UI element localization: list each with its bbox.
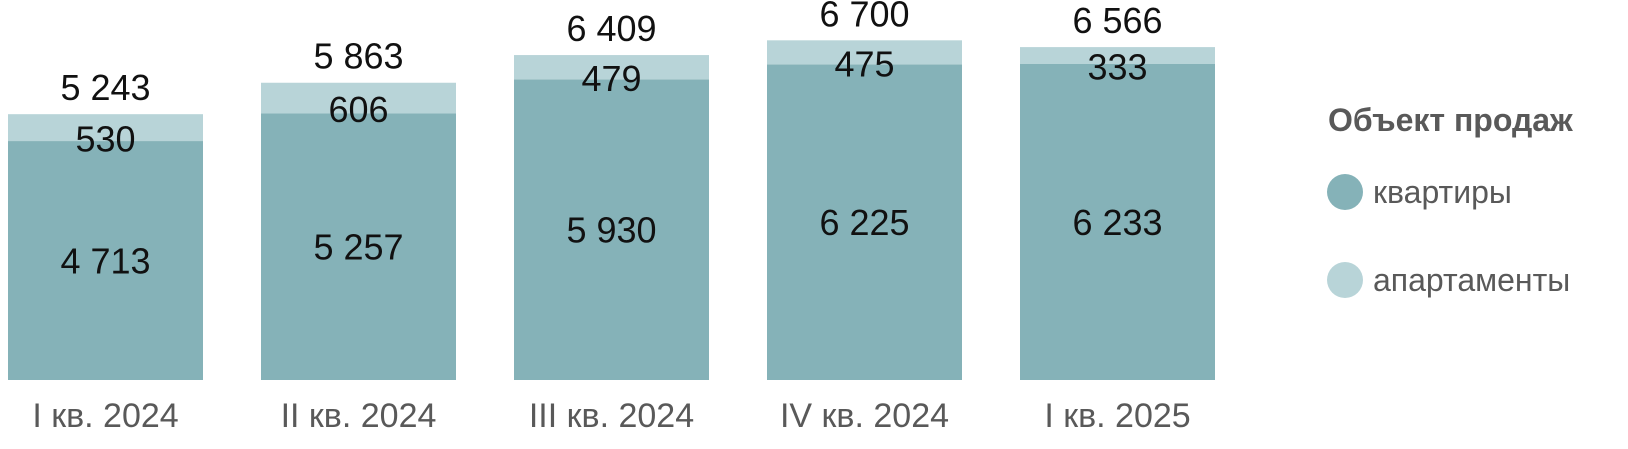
data-label-apartments-4: 475 — [834, 43, 894, 84]
x-tick-label-2: II кв. 2024 — [281, 397, 437, 435]
data-label-apartments-5: 333 — [1087, 47, 1147, 88]
data-label-flats-4: 6 225 — [819, 202, 909, 243]
x-tick-label-4: IV кв. 2024 — [780, 397, 949, 435]
data-label-flats-3: 5 930 — [566, 210, 656, 251]
bar-segment-flats-2 — [261, 113, 456, 381]
total-label-4: 6 700 — [819, 0, 909, 34]
data-label-apartments-1: 530 — [75, 119, 135, 160]
bar-segment-flats-5 — [1020, 63, 1215, 380]
legend-label-apartments: апартаменты — [1373, 262, 1570, 298]
legend-swatch-apartments — [1327, 262, 1363, 298]
total-label-1: 5 243 — [60, 67, 150, 108]
legend-title: Объект продаж — [1328, 102, 1573, 138]
legend: Объект продаж квартиры апартаменты — [1327, 102, 1573, 298]
x-tick-label-5: I кв. 2025 — [1044, 397, 1190, 435]
data-label-apartments-3: 479 — [581, 58, 641, 99]
bar-segment-flats-1 — [8, 141, 203, 380]
total-label-3: 6 409 — [566, 8, 656, 49]
data-label-flats-1: 4 713 — [60, 241, 150, 282]
x-tick-label-1: I кв. 2024 — [32, 397, 178, 435]
data-label-flats-2: 5 257 — [313, 227, 403, 268]
legend-swatch-apartments-flats — [1327, 174, 1363, 210]
bar-segment-flats-3 — [514, 79, 709, 380]
bar-segment-apartments-4 — [767, 40, 962, 65]
legend-label-flats: квартиры — [1373, 174, 1512, 210]
bar-segment-apartments-3 — [514, 55, 709, 80]
bar-segment-flats-4 — [767, 64, 962, 380]
bar-segment-apartments-5 — [1020, 47, 1215, 64]
data-label-flats-5: 6 233 — [1072, 202, 1162, 243]
total-label-2: 5 863 — [313, 36, 403, 77]
total-label-5: 6 566 — [1072, 0, 1162, 41]
bar-segment-apartments-2 — [261, 82, 456, 114]
data-label-apartments-2: 606 — [328, 89, 388, 130]
plot-area: 4 713 530 5 243 I кв. 2024 5 257 606 5 863 II к… — [8, 0, 1215, 435]
x-tick-label-3: III кв. 2024 — [529, 397, 694, 435]
bar-segment-apartments-1 — [8, 114, 203, 142]
